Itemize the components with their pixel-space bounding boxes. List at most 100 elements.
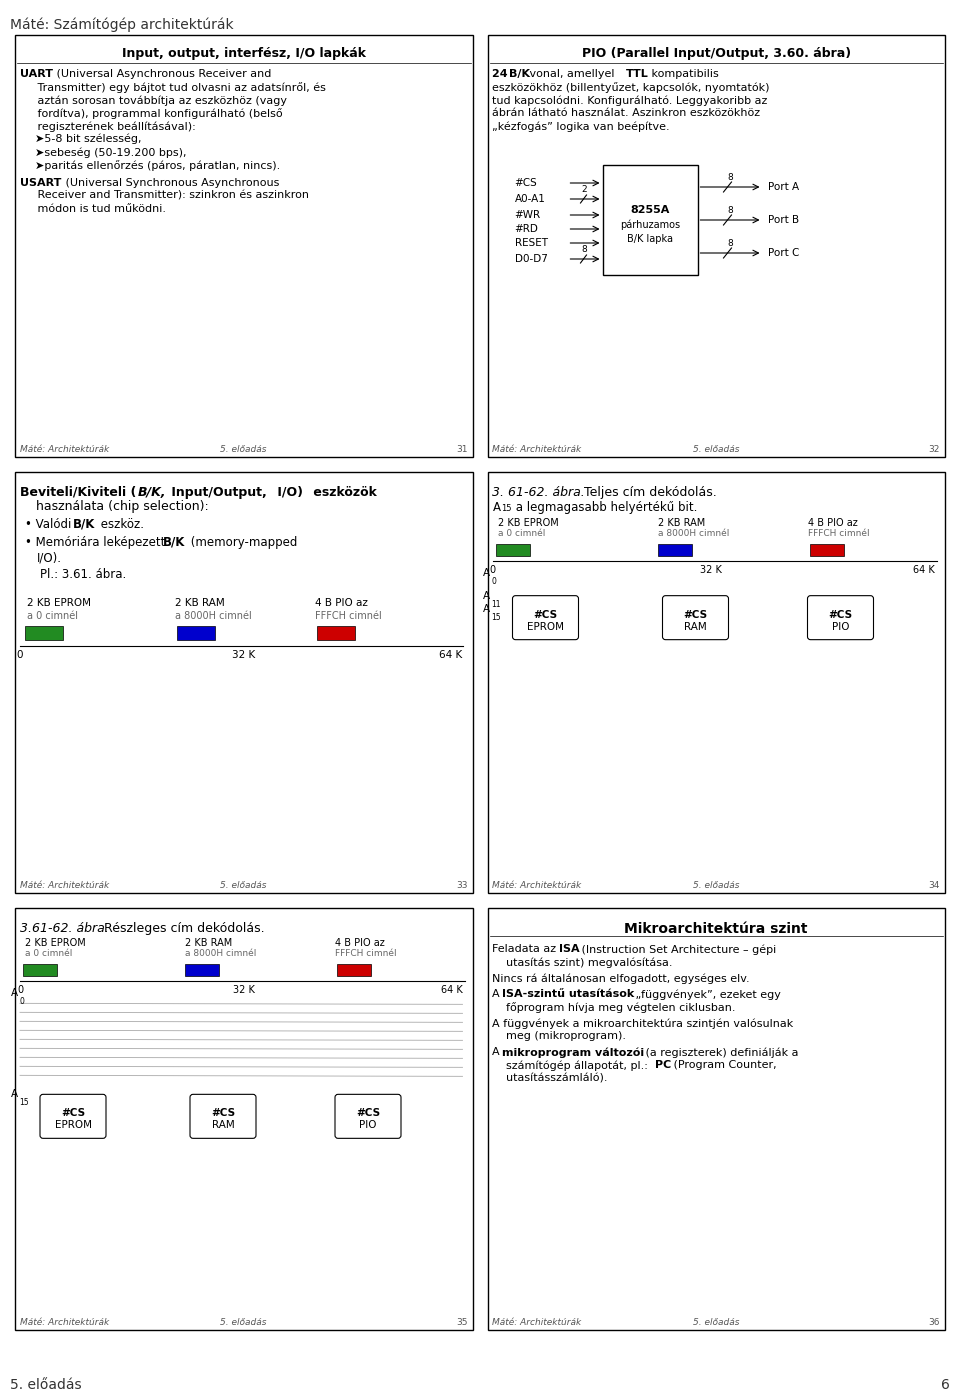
Text: A: A [484, 568, 491, 578]
Text: (Universal Asynchronous Receiver and: (Universal Asynchronous Receiver and [53, 68, 272, 80]
Text: I/O): I/O) [273, 486, 303, 498]
Text: 5. előadás: 5. előadás [221, 1318, 267, 1328]
Text: 32 K: 32 K [233, 986, 254, 995]
Text: 31: 31 [456, 445, 468, 454]
Text: 4 B PIO az: 4 B PIO az [807, 518, 857, 528]
Text: B/K,: B/K, [138, 486, 166, 498]
Text: B/K lapka: B/K lapka [627, 235, 673, 244]
Bar [337, 965, 371, 976]
Text: B/K: B/K [163, 536, 185, 549]
Text: D0-D7: D0-D7 [515, 254, 547, 264]
Text: 0: 0 [490, 564, 495, 575]
FancyBboxPatch shape [513, 596, 579, 639]
Text: eszköz.: eszköz. [97, 518, 144, 530]
Text: #WR: #WR [515, 209, 540, 221]
Text: 8: 8 [582, 246, 588, 254]
Bar [185, 965, 219, 976]
Text: 35: 35 [456, 1318, 468, 1328]
Text: 0: 0 [19, 997, 24, 1007]
FancyBboxPatch shape [335, 1094, 401, 1138]
FancyBboxPatch shape [662, 596, 729, 639]
Text: számítógép állapotát, pl.:: számítógép állapotát, pl.: [492, 1061, 652, 1071]
FancyBboxPatch shape [40, 1094, 106, 1138]
Text: 64 K: 64 K [441, 986, 463, 995]
Text: 2 KB RAM: 2 KB RAM [658, 518, 705, 528]
Text: 3.61-62. ábra.: 3.61-62. ábra. [20, 923, 108, 935]
Text: a 0 cimnél: a 0 cimnél [27, 610, 78, 621]
Text: FFFCH cimnél: FFFCH cimnél [335, 949, 396, 958]
Bar [25, 625, 63, 639]
Bar [15, 35, 472, 456]
Text: 15: 15 [492, 613, 501, 621]
Text: ➤paritás ellenőrzés (páros, páratlan, nincs).: ➤paritás ellenőrzés (páros, páratlan, ni… [35, 161, 280, 170]
Text: PIO (Parallel Input/Output, 3.60. ábra): PIO (Parallel Input/Output, 3.60. ábra) [582, 47, 851, 60]
Text: 15: 15 [501, 504, 512, 512]
Text: A0-A1: A0-A1 [515, 194, 545, 204]
Text: Máté: Architektúrák: Máté: Architektúrák [20, 881, 109, 891]
Bar [488, 472, 945, 893]
Text: A: A [484, 603, 491, 614]
Text: A függvények a mikroarchitektúra szintjén valósulnak: A függvények a mikroarchitektúra szintjé… [492, 1018, 794, 1029]
Text: ISA: ISA [559, 944, 579, 955]
Bar [15, 472, 472, 893]
Text: 2 KB RAM: 2 KB RAM [185, 938, 232, 948]
Text: tud kapcsolódni. Konfigurálható. Leggyakoribb az: tud kapcsolódni. Konfigurálható. Leggyak… [492, 95, 768, 106]
Text: 8255A: 8255A [631, 205, 670, 215]
Text: ➤sebeség (50-19.200 bps),: ➤sebeség (50-19.200 bps), [35, 147, 186, 158]
Text: #CS: #CS [356, 1108, 380, 1118]
Text: Máté: Architektúrák: Máté: Architektúrák [492, 445, 582, 454]
Text: #RD: #RD [515, 223, 539, 235]
Bar [317, 625, 355, 639]
Text: Beviteli/Kiviteli (: Beviteli/Kiviteli ( [20, 486, 136, 498]
Text: Máté: Architektúrák: Máté: Architektúrák [20, 1318, 109, 1328]
Text: a 8000H cimnél: a 8000H cimnél [658, 529, 729, 537]
Text: PC: PC [656, 1061, 672, 1071]
Text: aztán sorosan továbbítja az eszközhöz (vagy: aztán sorosan továbbítja az eszközhöz (v… [20, 95, 287, 106]
Bar [15, 909, 472, 1330]
Text: vonal, amellyel: vonal, amellyel [526, 68, 618, 80]
Text: 5. előadás: 5. előadás [693, 445, 739, 454]
Text: EPROM: EPROM [527, 621, 564, 631]
Bar [809, 543, 844, 556]
Text: FFFCH cimnél: FFFCH cimnél [315, 610, 382, 621]
Text: Nincs rá általánosan elfogadott, egységes elv.: Nincs rá általánosan elfogadott, egysége… [492, 973, 750, 984]
Text: használata (chip selection):: használata (chip selection): [20, 500, 208, 512]
Text: (Program Counter,: (Program Counter, [670, 1061, 778, 1071]
Text: #CS: #CS [60, 1108, 85, 1118]
Text: (memory-mapped: (memory-mapped [187, 536, 298, 549]
Text: mikroprogram változói: mikroprogram változói [502, 1047, 644, 1058]
Text: a 8000H cimnél: a 8000H cimnél [175, 610, 252, 621]
Text: • Memóriára leképezett: • Memóriára leképezett [25, 536, 169, 549]
Text: utasításszámláló).: utasításszámláló). [492, 1074, 608, 1083]
Text: Port C: Port C [767, 248, 799, 258]
Text: Pl.: 3.61. ábra.: Pl.: 3.61. ábra. [25, 568, 127, 581]
Text: 8: 8 [728, 207, 733, 215]
Text: ábrán látható használat. Aszinkron eszközökhöz: ábrán látható használat. Aszinkron eszkö… [492, 107, 760, 119]
Text: eszközök: eszközök [309, 486, 377, 498]
Text: a 8000H cimnél: a 8000H cimnél [185, 949, 256, 958]
Text: Máté: Architektúrák: Máté: Architektúrák [20, 445, 109, 454]
Text: TTL: TTL [626, 68, 648, 80]
Text: USART: USART [20, 179, 61, 188]
Text: PIO: PIO [359, 1121, 376, 1131]
Text: Részleges cím dekódolás.: Részleges cím dekódolás. [100, 923, 265, 935]
Text: 32: 32 [928, 445, 940, 454]
Text: ISA-szintű utasítások: ISA-szintű utasítások [502, 990, 635, 1000]
Text: FFFCH cimnél: FFFCH cimnél [807, 529, 869, 537]
Text: meg (mikroprogram).: meg (mikroprogram). [492, 1032, 627, 1041]
Text: 64 K: 64 K [440, 649, 463, 660]
Text: regiszterének beállításával):: regiszterének beállításával): [20, 121, 196, 131]
Bar [23, 965, 57, 976]
Text: 32 K: 32 K [232, 649, 255, 660]
Bar [488, 909, 945, 1330]
Text: 2 KB EPROM: 2 KB EPROM [25, 938, 85, 948]
Text: Máté: Architektúrák: Máté: Architektúrák [492, 1318, 582, 1328]
Text: 5. előadás: 5. előadás [693, 1318, 739, 1328]
Text: ➤5-8 bit szélesség,: ➤5-8 bit szélesség, [35, 134, 141, 145]
Text: 11: 11 [492, 600, 501, 609]
Text: PIO: PIO [831, 621, 850, 631]
Text: 5. előadás: 5. előadás [221, 881, 267, 891]
Text: Receiver and Transmitter): szinkron és aszinkron: Receiver and Transmitter): szinkron és a… [20, 191, 309, 201]
Text: A: A [492, 1047, 504, 1057]
FancyBboxPatch shape [807, 596, 874, 639]
